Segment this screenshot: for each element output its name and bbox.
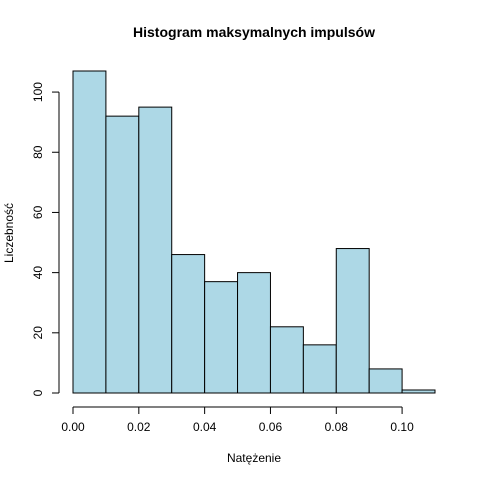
y-axis-label: Liczebność bbox=[2, 203, 16, 263]
histogram-bar bbox=[303, 345, 336, 393]
x-tick-label: 0.00 bbox=[61, 420, 85, 434]
histogram-bar bbox=[139, 107, 172, 393]
x-tick-label: 0.02 bbox=[127, 420, 151, 434]
histogram-bar bbox=[238, 273, 271, 393]
histogram-bar bbox=[336, 249, 369, 393]
histogram-bar bbox=[172, 255, 205, 393]
x-tick-label: 0.04 bbox=[193, 420, 217, 434]
histogram-bar bbox=[205, 282, 238, 393]
y-tick-label: 20 bbox=[31, 326, 45, 340]
bars-group bbox=[73, 71, 435, 393]
y-tick-label: 40 bbox=[31, 266, 45, 280]
y-tick-label: 0 bbox=[31, 389, 45, 396]
y-tick-label: 80 bbox=[31, 145, 45, 159]
y-tick-label: 100 bbox=[31, 82, 45, 102]
x-axis-label: Natężenie bbox=[227, 451, 281, 465]
x-tick-label: 0.10 bbox=[390, 420, 414, 434]
y-axis: 0 20 40 60 80 100 bbox=[31, 82, 59, 397]
x-tick-label: 0.08 bbox=[325, 420, 349, 434]
histogram-bar bbox=[73, 71, 106, 393]
histogram-bar bbox=[402, 390, 435, 393]
x-tick-label: 0.06 bbox=[259, 420, 283, 434]
chart-title: Histogram maksymalnych impulsów bbox=[133, 24, 375, 40]
histogram-bar bbox=[270, 327, 303, 393]
y-tick-label: 60 bbox=[31, 205, 45, 219]
histogram-bar bbox=[106, 116, 139, 393]
histogram-bar bbox=[369, 369, 402, 393]
x-axis: 0.00 0.02 0.04 0.06 0.08 0.10 bbox=[61, 407, 414, 434]
